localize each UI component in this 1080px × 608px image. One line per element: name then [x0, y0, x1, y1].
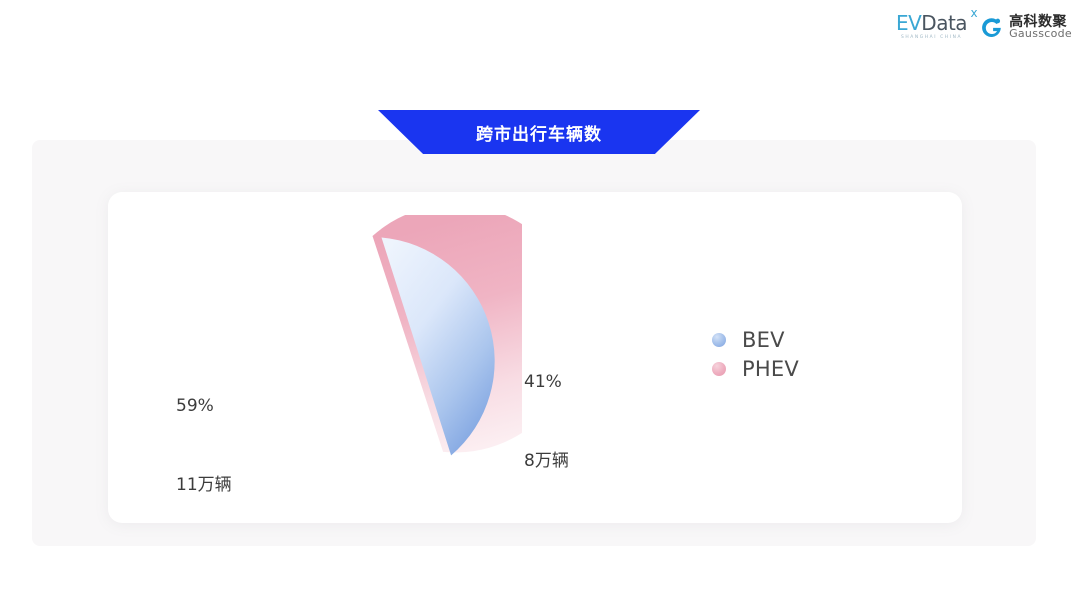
evdata-wordmark: EVData x: [895, 7, 978, 35]
evdata-wordmark-suffix: Data: [921, 11, 968, 35]
gausscode-text: 高科数聚 Gausscode: [1009, 12, 1072, 41]
evdata-superscript-x: x: [970, 6, 978, 20]
evdata-wordmark-prefix: EV: [895, 11, 922, 35]
page-title: 跨市出行车辆数: [476, 124, 602, 144]
gausscode-name-cn: 高科数聚: [1009, 12, 1068, 29]
evdata-tagline: SHANGHAI CHINA: [900, 35, 963, 40]
brand-logo-bar: EVData x SHANGHAI CHINA 高科数聚 Gausscode: [895, 7, 1072, 41]
gausscode-logo: 高科数聚 Gausscode: [981, 12, 1072, 41]
evdata-logo: EVData x SHANGHAI CHINA: [895, 7, 978, 40]
gausscode-logo-icon: [982, 17, 1001, 37]
section-title-banner: 跨市出行车辆数: [378, 110, 700, 154]
chart-card: [108, 192, 962, 523]
gausscode-name-en: Gausscode: [1009, 27, 1072, 41]
